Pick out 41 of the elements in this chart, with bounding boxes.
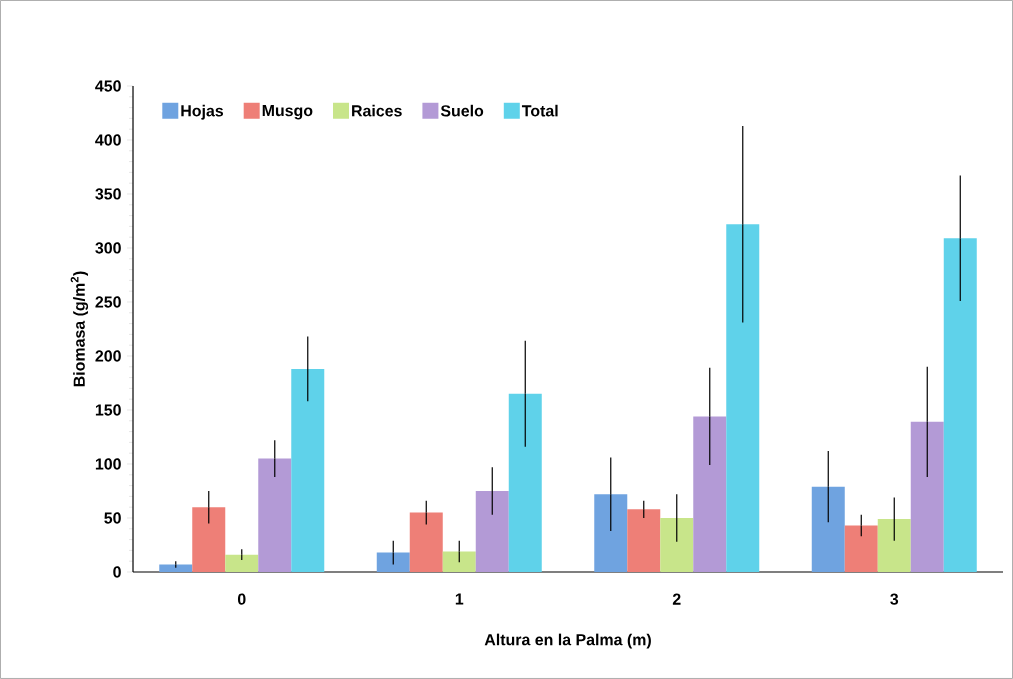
y-tick-label: 100 xyxy=(95,458,121,470)
y-tick-label: 300 xyxy=(95,242,121,254)
bar xyxy=(660,517,694,572)
bar xyxy=(376,552,410,572)
y-tick-label: 200 xyxy=(95,350,121,362)
y-tick-label: 150 xyxy=(95,404,121,416)
bar xyxy=(225,554,259,572)
bar xyxy=(475,490,509,572)
x-tick-label: 3 xyxy=(890,593,899,605)
y-tick-label: 0 xyxy=(113,566,121,578)
bar xyxy=(508,393,542,572)
bar xyxy=(594,494,628,572)
bar xyxy=(726,224,760,572)
y-tick-label: 450 xyxy=(95,80,121,92)
y-axis-title: Biomasa (g/m$^{2}$) xyxy=(70,271,89,387)
bar xyxy=(442,551,476,572)
legend-label: Total xyxy=(521,104,558,117)
y-tick-label: 50 xyxy=(104,512,121,524)
bar xyxy=(877,519,911,572)
bar xyxy=(258,458,292,572)
legend-label: Raices xyxy=(352,104,402,117)
x-tick-label: 0 xyxy=(237,593,246,605)
y-tick-label: 350 xyxy=(95,188,121,200)
legend-label: Musgo xyxy=(262,105,313,120)
legend-label: Suelo xyxy=(440,104,484,117)
y-tick-label: 400 xyxy=(95,134,121,146)
x-axis-title: Altura en la Palma (m) xyxy=(484,633,651,649)
bar xyxy=(943,238,977,572)
bar xyxy=(409,512,443,572)
bar xyxy=(693,416,727,572)
bar xyxy=(844,525,878,572)
bar xyxy=(291,368,325,572)
bar xyxy=(627,509,661,572)
x-tick-label: 1 xyxy=(455,593,464,605)
bar xyxy=(811,486,845,572)
legend-label: Hojas xyxy=(181,104,224,120)
bar xyxy=(192,507,226,572)
x-tick-label: 2 xyxy=(672,593,681,605)
y-tick-label: 250 xyxy=(95,296,121,308)
bar xyxy=(910,421,944,572)
bar xyxy=(159,564,193,572)
